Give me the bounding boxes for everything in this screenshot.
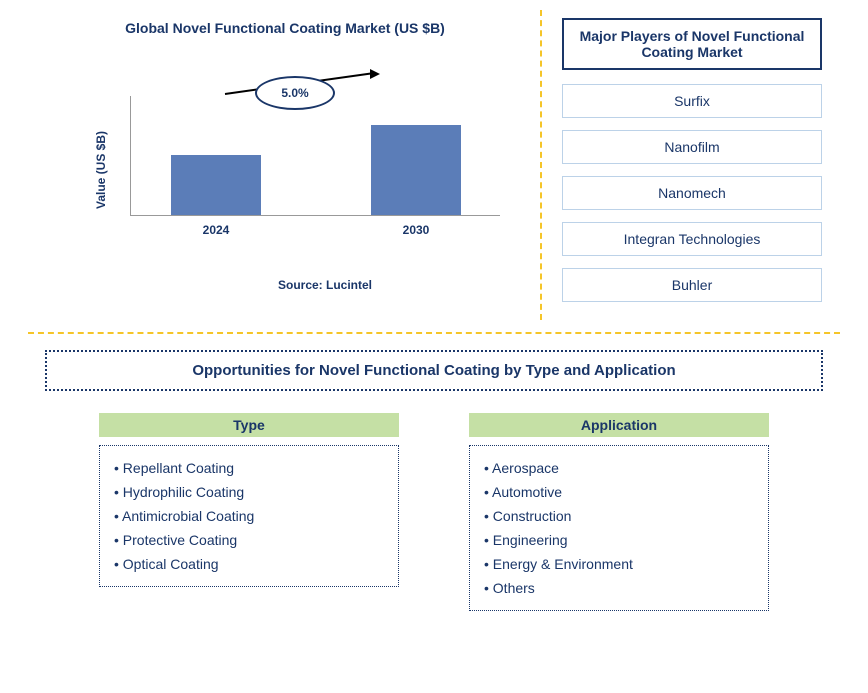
player-item: Nanofilm — [562, 130, 822, 164]
opportunity-list: Repellant CoatingHydrophilic CoatingAnti… — [99, 445, 399, 587]
opportunity-item: Engineering — [484, 528, 754, 552]
player-item: Integran Technologies — [562, 222, 822, 256]
bar-label: 2024 — [171, 223, 261, 237]
players-title: Major Players of Novel Functional Coatin… — [562, 18, 822, 70]
player-item: Nanomech — [562, 176, 822, 210]
opportunity-item: Automotive — [484, 480, 754, 504]
opportunity-item: Energy & Environment — [484, 552, 754, 576]
opportunity-list: AerospaceAutomotiveConstructionEngineeri… — [469, 445, 769, 611]
opportunity-item: Aerospace — [484, 456, 754, 480]
y-axis-label: Value (US $B) — [94, 130, 108, 208]
chart-panel: Global Novel Functional Coating Market (… — [0, 0, 540, 324]
opportunity-column: Type Repellant CoatingHydrophilic Coating… — [99, 413, 399, 611]
opportunity-item: Antimicrobial Coating — [114, 504, 384, 528]
opportunity-item: Others — [484, 576, 754, 600]
bar-2030: 2030 — [371, 125, 461, 215]
opportunity-item: Hydrophilic Coating — [114, 480, 384, 504]
opportunity-column-header: Type — [99, 413, 399, 437]
bar-2024: 2024 — [171, 155, 261, 215]
growth-rate-label: 5.0% — [255, 76, 335, 110]
player-item: Buhler — [562, 268, 822, 302]
opportunity-item: Protective Coating — [114, 528, 384, 552]
chart-source: Source: Lucintel — [50, 278, 520, 292]
bar-label: 2030 — [371, 223, 461, 237]
players-panel: Major Players of Novel Functional Coatin… — [542, 0, 842, 324]
growth-indicator: 5.0% — [225, 70, 380, 112]
opportunity-item: Optical Coating — [114, 552, 384, 576]
opportunity-item: Repellant Coating — [114, 456, 384, 480]
player-item: Surfix — [562, 84, 822, 118]
opportunities-heading: Opportunities for Novel Functional Coati… — [45, 350, 823, 391]
chart-title: Global Novel Functional Coating Market (… — [50, 20, 520, 36]
opportunity-column: Application AerospaceAutomotiveConstructi… — [469, 413, 769, 611]
opportunity-item: Construction — [484, 504, 754, 528]
bar-chart: Value (US $B) 2024 2030 5.0% — [90, 76, 520, 246]
arrow-head-icon — [370, 69, 380, 79]
horizontal-divider — [28, 332, 840, 334]
opportunity-column-header: Application — [469, 413, 769, 437]
